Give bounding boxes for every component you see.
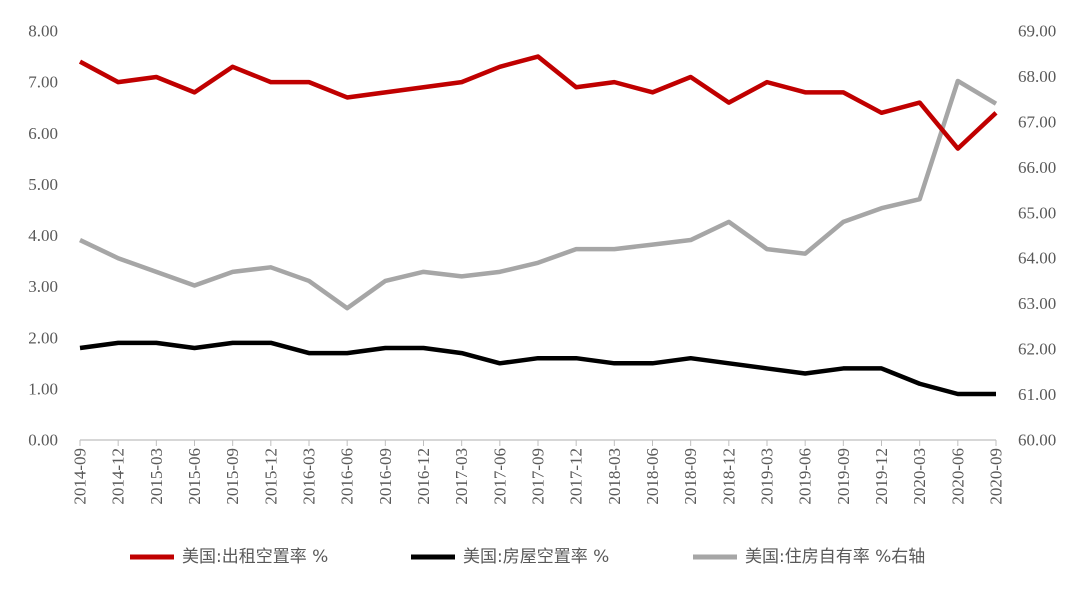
x-tick-label: 2015-12 xyxy=(261,448,280,505)
y-right-tick-label: 60.00 xyxy=(1018,431,1056,450)
x-tick-label: 2016-09 xyxy=(376,448,395,505)
legend-label: 美国:住房自有率 %右轴 xyxy=(745,547,925,567)
y-left-tick-label: 8.00 xyxy=(28,22,58,41)
x-tick-label: 2018-09 xyxy=(681,448,700,505)
y-left-tick-label: 4.00 xyxy=(28,226,58,245)
y-left-tick-label: 2.00 xyxy=(28,328,58,347)
y-left-tick-label: 1.00 xyxy=(28,379,58,398)
x-tick-label: 2015-03 xyxy=(147,448,166,505)
x-tick-label: 2014-12 xyxy=(109,448,128,505)
x-tick-label: 2017-12 xyxy=(567,448,586,505)
rental-vacancy-line xyxy=(78,54,998,151)
plot-area: 2014-09 2014-12 2015-03 2015-06 2015-09 2015-… xyxy=(28,22,1056,505)
y-right-tick-label: 63.00 xyxy=(1018,294,1056,313)
x-tick-label: 2018-12 xyxy=(719,448,738,505)
x-tick-label: 2017-03 xyxy=(452,448,471,505)
legend-label: 美国:房屋空置率 % xyxy=(463,547,609,567)
x-tick-label: 2019-12 xyxy=(872,448,891,505)
x-tick-label: 2015-06 xyxy=(185,448,204,505)
y-right-tick-label: 69.00 xyxy=(1018,22,1056,41)
x-tick-label: 2017-06 xyxy=(490,448,509,505)
y-right-tick-label: 61.00 xyxy=(1018,385,1056,404)
x-tick-label: 2020-09 xyxy=(987,448,1006,505)
y-right-tick-label: 68.00 xyxy=(1018,67,1056,86)
x-tick-label: 2019-06 xyxy=(796,448,815,505)
x-tick-label: 2015-09 xyxy=(223,448,242,505)
x-tick-label: 2016-12 xyxy=(414,448,433,505)
y-right-tick-label: 65.00 xyxy=(1018,203,1056,222)
x-tick-label: 2019-09 xyxy=(834,448,853,505)
y-left-tick-label: 0.00 xyxy=(28,431,58,450)
x-tick-label: 2016-03 xyxy=(300,448,319,505)
x-tick-label: 2014-09 xyxy=(71,448,90,505)
y-right-tick-label: 62.00 xyxy=(1018,340,1056,359)
x-tick-label: 2018-06 xyxy=(643,448,662,505)
homeowner-vacancy-line xyxy=(79,340,996,397)
x-tick-label: 2020-06 xyxy=(948,448,967,505)
x-tick-label: 2018-03 xyxy=(605,448,624,505)
y-left-tick-label: 7.00 xyxy=(28,73,58,92)
x-tick-label: 2017-09 xyxy=(529,448,548,505)
y-left-tick-label: 3.00 xyxy=(28,277,58,296)
legend-label: 美国:出租空置率 % xyxy=(182,547,328,567)
x-tick-label: 2019-03 xyxy=(758,448,777,505)
y-left-tick-label: 5.00 xyxy=(28,175,58,194)
y-right-tick-label: 64.00 xyxy=(1018,249,1056,268)
x-tick-label: 2016-06 xyxy=(338,448,357,505)
y-right-tick-label: 67.00 xyxy=(1018,112,1056,131)
homeownership-line xyxy=(79,78,998,311)
y-left-tick-label: 6.00 xyxy=(28,124,58,143)
y-right-tick-label: 66.00 xyxy=(1018,158,1056,177)
legend: 美国:出租空置率 % 美国:房屋空置率 % 美国:住房自有率 %右轴 xyxy=(130,547,925,567)
x-tick-label: 2020-03 xyxy=(910,448,929,505)
